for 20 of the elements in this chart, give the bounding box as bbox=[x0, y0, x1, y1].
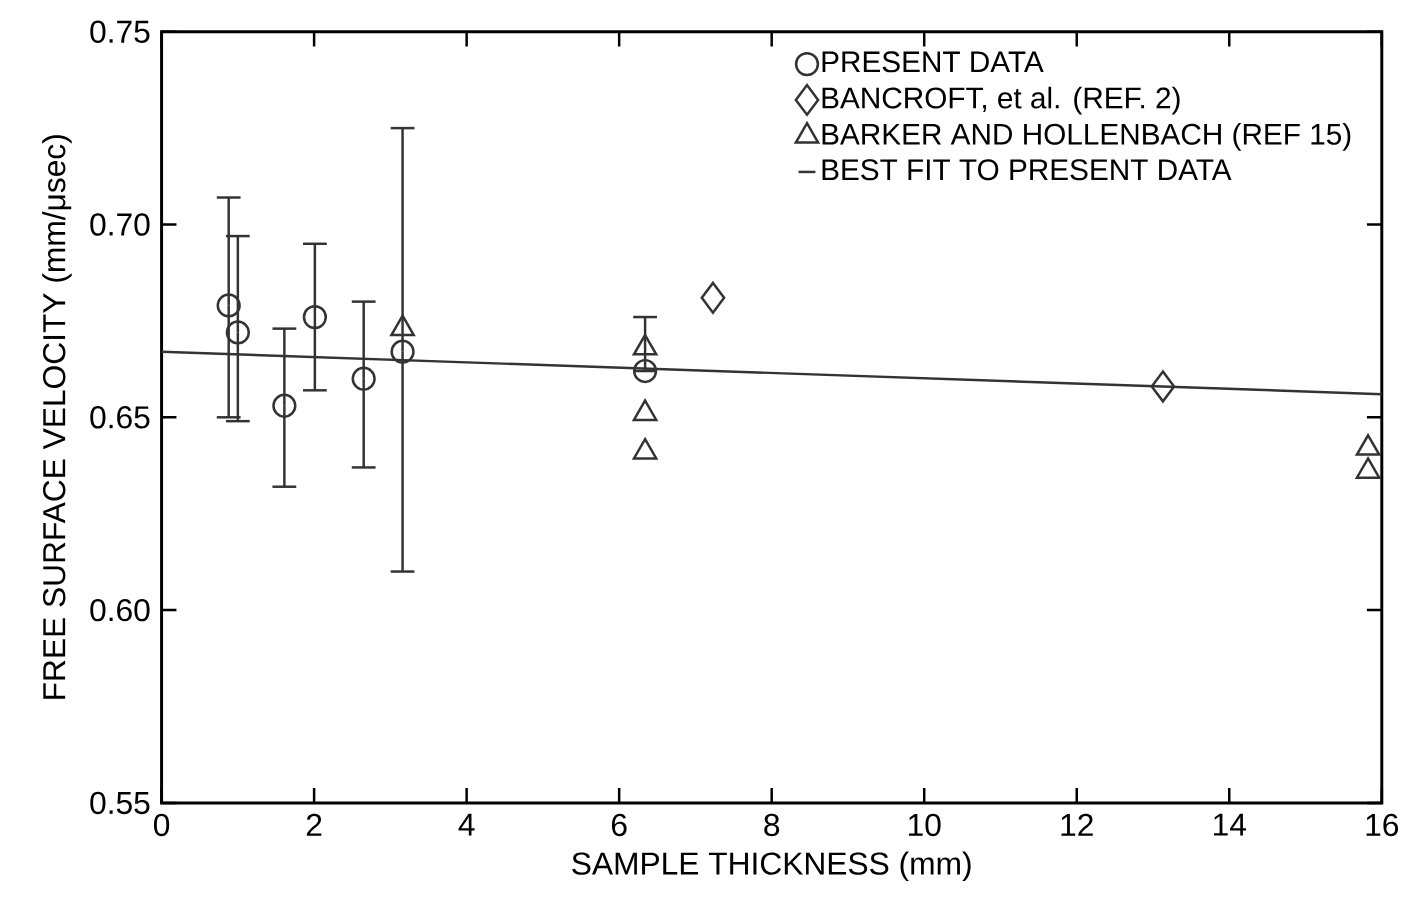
x-tick-label: 0 bbox=[154, 813, 170, 837]
x-tick-label: 12 bbox=[1061, 813, 1093, 836]
y-tick-label: 0.55 bbox=[90, 791, 150, 815]
x-tick-label: 16 bbox=[1366, 813, 1399, 837]
x-tick-label: 8 bbox=[764, 813, 780, 837]
y-axis-title: FREE SURFACE VELOCITY (mm/μsec) bbox=[42, 135, 72, 699]
x-axis-title: SAMPLE THICKNESS (mm) bbox=[572, 851, 971, 882]
legend-label: PRESENT DATA bbox=[822, 51, 1044, 73]
y-tick-label: 0.70 bbox=[90, 213, 150, 236]
x-tick-label: 6 bbox=[611, 813, 627, 837]
x-tick-label: 14 bbox=[1214, 813, 1246, 836]
x-tick-label: 2 bbox=[306, 813, 322, 836]
legend-label: BEST FIT TO PRESENT DATA bbox=[822, 159, 1232, 181]
legend-label: BARKER AND HOLLENBACH (REF 15) bbox=[822, 122, 1351, 151]
y-tick-label: 0.65 bbox=[90, 406, 150, 429]
legend-label: BANCROFT, et al. (REF. 2) bbox=[822, 86, 1180, 115]
x-tick-label: 10 bbox=[908, 813, 941, 837]
y-tick-label: 0.60 bbox=[90, 598, 150, 622]
x-tick-label: 4 bbox=[458, 813, 475, 836]
y-tick-label: 0.75 bbox=[90, 20, 150, 43]
